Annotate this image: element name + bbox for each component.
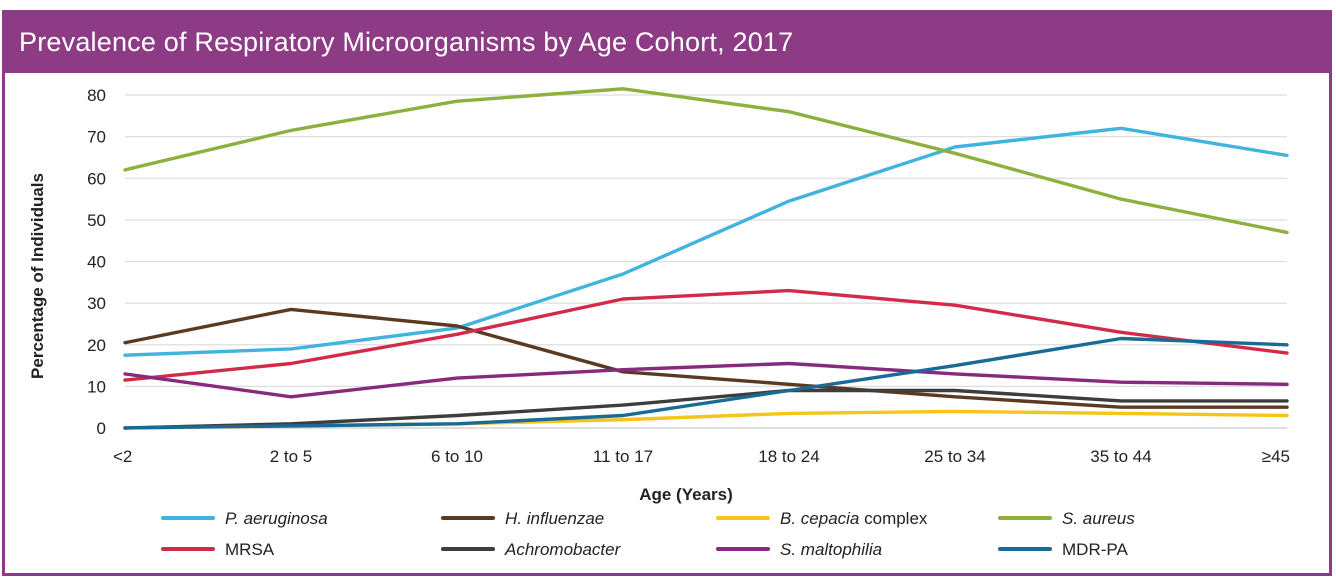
series-line (123, 361, 1289, 399)
legend-label: Achromobacter (504, 540, 622, 559)
legend-label: P. aeruginosa (225, 509, 328, 528)
x-tick-labels: <2 2 to 5 6 to 10 11 to 17 18 to 24 25 to 34 3… (113, 447, 1290, 466)
x-tick-label: ≥45 (1262, 447, 1290, 466)
legend-label: S. aureus (1062, 509, 1135, 528)
legend-label: H. influenzae (505, 509, 604, 528)
y-tick-label: 70 (87, 128, 106, 147)
y-tick-label: 0 (97, 419, 106, 438)
series-line (123, 388, 1289, 430)
legend-label: S. maltophilia (780, 540, 882, 559)
x-tick-label: <2 (113, 447, 132, 466)
series-line (123, 126, 1289, 357)
y-tick-label: 80 (87, 86, 106, 105)
legend-label: MRSA (225, 540, 275, 559)
series-line (123, 307, 1289, 409)
chart-title: Prevalence of Respiratory Microorganisms… (19, 27, 794, 57)
legend-label: MDR-PA (1062, 540, 1128, 559)
y-tick-label: 20 (87, 336, 106, 355)
x-tick-label: 6 to 10 (431, 447, 483, 466)
series-line (123, 288, 1289, 382)
legend: P. aeruginosa H. influenzae B. cepacia com… (161, 509, 1135, 559)
y-tick-label: 30 (87, 294, 106, 313)
title-bar: Prevalence of Respiratory Microorganisms… (5, 13, 1329, 73)
x-tick-label: 11 to 17 (593, 447, 653, 466)
x-tick-label: 18 to 24 (758, 447, 819, 466)
x-axis-title: Age (Years) (639, 485, 733, 504)
legend-label: B. cepacia complex (780, 509, 928, 528)
y-axis-title: Percentage of Individuals (28, 173, 47, 379)
x-tick-label: 25 to 34 (924, 447, 985, 466)
y-tick-label: 40 (87, 253, 106, 272)
y-tick-label: 10 (87, 377, 106, 396)
y-tick-label: 50 (87, 211, 106, 230)
series-line (123, 87, 1289, 235)
y-tick-labels: 0 10 20 30 40 50 60 70 80 (87, 86, 106, 438)
series-line (123, 336, 1289, 430)
chart-frame: Prevalence of Respiratory Microorganisms… (2, 10, 1332, 576)
x-tick-label: 2 to 5 (270, 447, 313, 466)
y-tick-label: 60 (87, 169, 106, 188)
x-tick-label: 35 to 44 (1090, 447, 1151, 466)
series-lines (123, 87, 1289, 430)
